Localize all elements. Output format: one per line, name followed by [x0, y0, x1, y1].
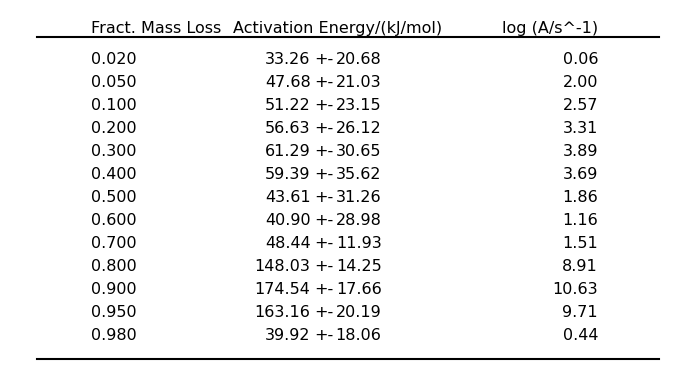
Text: 0.980: 0.980	[91, 328, 136, 344]
Text: 1.51: 1.51	[562, 236, 598, 251]
Text: 18.06: 18.06	[336, 328, 382, 344]
Text: 28.98: 28.98	[336, 213, 382, 228]
Text: +-: +-	[314, 190, 333, 205]
Text: +-: +-	[314, 98, 333, 113]
Text: 0.44: 0.44	[563, 328, 598, 344]
Text: 0.900: 0.900	[91, 282, 136, 297]
Text: 1.86: 1.86	[562, 190, 598, 205]
Text: +-: +-	[314, 213, 333, 228]
Text: Fract. Mass Loss: Fract. Mass Loss	[91, 21, 221, 36]
Text: 3.31: 3.31	[563, 121, 598, 136]
Text: log (A/s^-1): log (A/s^-1)	[502, 21, 598, 36]
Text: +-: +-	[314, 328, 333, 344]
Text: 23.15: 23.15	[336, 98, 382, 113]
Text: 31.26: 31.26	[336, 190, 382, 205]
Text: 0.400: 0.400	[91, 167, 136, 182]
Text: 59.39: 59.39	[265, 167, 310, 182]
Text: 0.100: 0.100	[91, 98, 136, 113]
Text: 174.54: 174.54	[254, 282, 310, 297]
Text: 0.300: 0.300	[91, 144, 136, 159]
Text: 1.16: 1.16	[562, 213, 598, 228]
Text: 0.200: 0.200	[91, 121, 136, 136]
Text: 0.050: 0.050	[91, 75, 136, 90]
Text: 3.89: 3.89	[563, 144, 598, 159]
Text: +-: +-	[314, 236, 333, 251]
Text: +-: +-	[314, 305, 333, 321]
Text: 20.68: 20.68	[336, 52, 382, 67]
Text: +-: +-	[314, 282, 333, 297]
Text: 39.92: 39.92	[265, 328, 310, 344]
Text: 56.63: 56.63	[265, 121, 310, 136]
Text: +-: +-	[314, 167, 333, 182]
Text: 0.600: 0.600	[91, 213, 136, 228]
Text: 10.63: 10.63	[552, 282, 598, 297]
Text: 2.00: 2.00	[563, 75, 598, 90]
Text: 0.06: 0.06	[563, 52, 598, 67]
Text: 17.66: 17.66	[336, 282, 382, 297]
Text: 26.12: 26.12	[336, 121, 382, 136]
Text: 0.950: 0.950	[91, 305, 136, 321]
Text: 33.26: 33.26	[265, 52, 310, 67]
Text: 163.16: 163.16	[254, 305, 310, 321]
Text: +-: +-	[314, 144, 333, 159]
Text: 11.93: 11.93	[336, 236, 382, 251]
Text: 40.90: 40.90	[265, 213, 310, 228]
Text: +-: +-	[314, 121, 333, 136]
Text: 0.700: 0.700	[91, 236, 136, 251]
Text: 35.62: 35.62	[336, 167, 382, 182]
Text: 43.61: 43.61	[265, 190, 310, 205]
Text: 0.500: 0.500	[91, 190, 136, 205]
Text: 3.69: 3.69	[563, 167, 598, 182]
Text: 30.65: 30.65	[336, 144, 382, 159]
Text: 0.800: 0.800	[91, 259, 136, 274]
Text: 9.71: 9.71	[563, 305, 598, 321]
Text: 8.91: 8.91	[562, 259, 598, 274]
Text: 47.68: 47.68	[265, 75, 310, 90]
Text: 51.22: 51.22	[265, 98, 310, 113]
Text: Activation Energy/(kJ/mol): Activation Energy/(kJ/mol)	[233, 21, 442, 36]
Text: +-: +-	[314, 52, 333, 67]
Text: 48.44: 48.44	[265, 236, 310, 251]
Text: 20.19: 20.19	[336, 305, 382, 321]
Text: 2.57: 2.57	[563, 98, 598, 113]
Text: 0.020: 0.020	[91, 52, 136, 67]
Text: 61.29: 61.29	[265, 144, 310, 159]
Text: 14.25: 14.25	[336, 259, 382, 274]
Text: +-: +-	[314, 75, 333, 90]
Text: 21.03: 21.03	[336, 75, 382, 90]
Text: +-: +-	[314, 259, 333, 274]
Text: 148.03: 148.03	[254, 259, 310, 274]
